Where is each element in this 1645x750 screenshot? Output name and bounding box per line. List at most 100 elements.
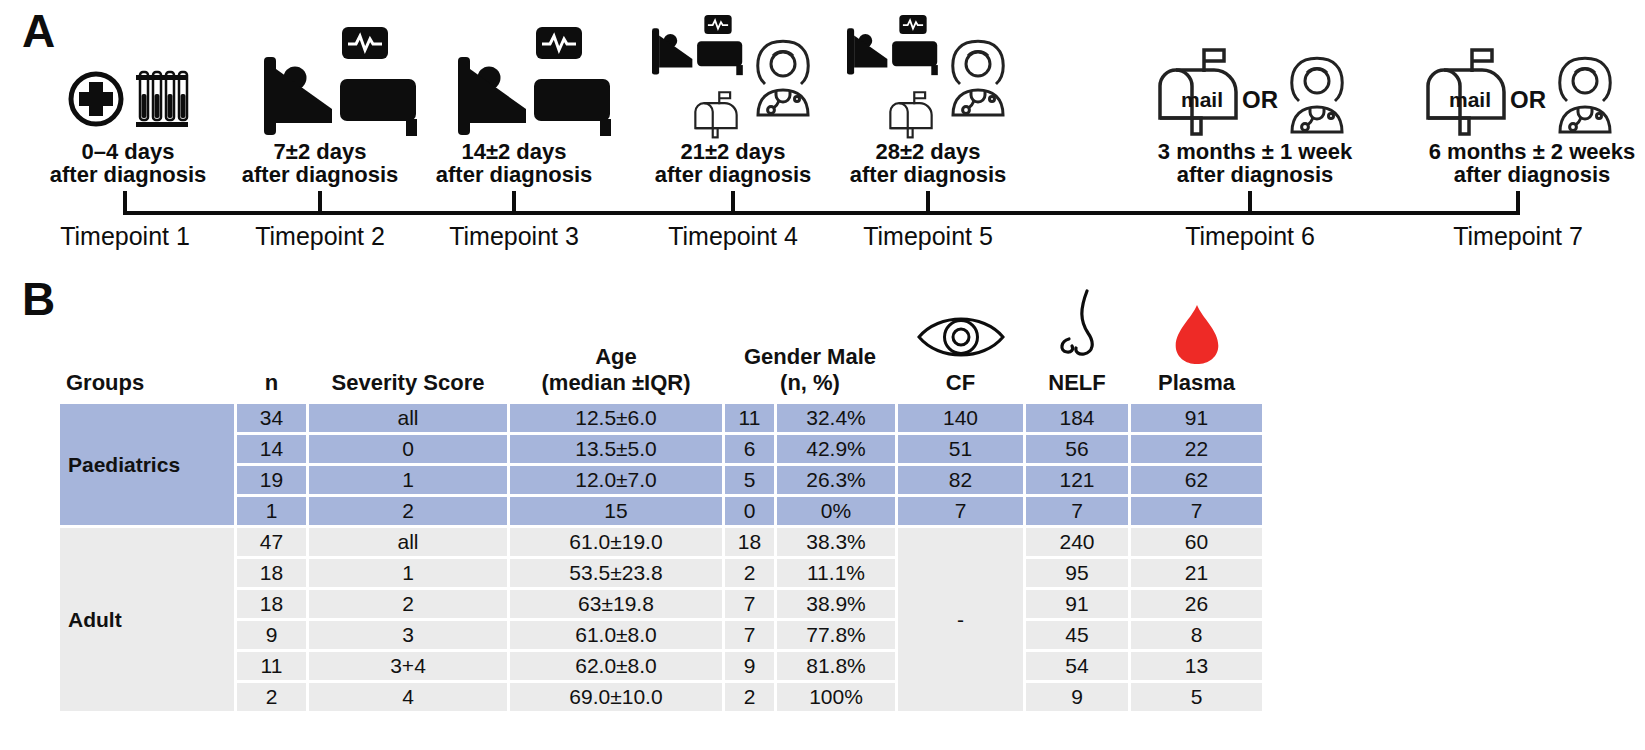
cell-severity: all bbox=[308, 527, 509, 558]
cell-male-pct: 81.8% bbox=[776, 651, 897, 682]
nose-icon bbox=[1026, 289, 1128, 365]
cell-male-pct: 11.1% bbox=[776, 558, 897, 589]
timepoint-5-label: Timepoint 5 bbox=[863, 222, 993, 251]
cell-male-n: 18 bbox=[724, 527, 776, 558]
cell-nelf: 56 bbox=[1025, 434, 1130, 465]
cell-male-n: 2 bbox=[724, 682, 776, 713]
timepoint-6-when: 3 months ± 1 weekafter diagnosis bbox=[1158, 140, 1352, 186]
cell-male-pct: 38.9% bbox=[776, 589, 897, 620]
patient-bed-icon bbox=[652, 28, 744, 80]
timeline-tick-4 bbox=[731, 191, 735, 215]
doctor-icon bbox=[752, 37, 814, 121]
cell-n: 9 bbox=[236, 620, 308, 651]
timepoint-7-label: Timepoint 7 bbox=[1453, 222, 1583, 251]
cell-plasma: 26 bbox=[1130, 589, 1264, 620]
cell-age: 12.5±6.0 bbox=[509, 403, 724, 434]
timepoint-2-when: 7±2 daysafter diagnosis bbox=[242, 140, 398, 186]
timeline-tick-3 bbox=[512, 191, 516, 215]
table-row: 2 4 69.0±10.0 2 100% 9 5 bbox=[59, 682, 1264, 713]
mail-label: mail bbox=[1181, 88, 1223, 112]
col-header-cf: CF bbox=[897, 265, 1025, 403]
table-row: 18 2 63±19.8 7 38.9% 91 26 bbox=[59, 589, 1264, 620]
timepoint-5-icons bbox=[847, 15, 1009, 135]
cell-plasma: 91 bbox=[1130, 403, 1264, 434]
medical-cross-icon bbox=[67, 70, 125, 132]
test-tubes-icon bbox=[135, 70, 189, 132]
cell-n: 47 bbox=[236, 527, 308, 558]
cell-nelf: 9 bbox=[1025, 682, 1130, 713]
cell-nelf: 7 bbox=[1025, 496, 1130, 527]
col-header-severity: Severity Score bbox=[308, 265, 509, 403]
cell-age: 61.0±19.0 bbox=[509, 527, 724, 558]
timepoint-2-icons bbox=[264, 27, 420, 137]
mailbox-icon bbox=[690, 89, 742, 143]
table-row: 18 1 53.5±23.8 2 11.1% 95 21 bbox=[59, 558, 1264, 589]
timeline bbox=[123, 211, 1520, 215]
timepoint-6-icons: mail OR bbox=[1152, 44, 1348, 138]
cell-male-pct: 32.4% bbox=[776, 403, 897, 434]
table-row: 9 3 61.0±8.0 7 77.8% 45 8 bbox=[59, 620, 1264, 651]
group-cell-adult: Adult bbox=[59, 527, 236, 713]
cell-male-pct: 100% bbox=[776, 682, 897, 713]
cell-cf: 82 bbox=[897, 465, 1025, 496]
cell-plasma: 21 bbox=[1130, 558, 1264, 589]
cell-plasma: 8 bbox=[1130, 620, 1264, 651]
cell-severity: 3 bbox=[308, 620, 509, 651]
cell-n: 1 bbox=[236, 496, 308, 527]
cell-age: 53.5±23.8 bbox=[509, 558, 724, 589]
cell-male-n: 9 bbox=[724, 651, 776, 682]
timepoint-3-label: Timepoint 3 bbox=[449, 222, 579, 251]
eye-icon bbox=[898, 309, 1023, 365]
doctor-icon bbox=[947, 37, 1009, 121]
cell-age: 13.5±5.0 bbox=[509, 434, 724, 465]
timeline-tick-7 bbox=[1516, 191, 1520, 215]
col-header-nelf: NELF bbox=[1025, 265, 1130, 403]
cell-n: 19 bbox=[236, 465, 308, 496]
cell-plasma: 62 bbox=[1130, 465, 1264, 496]
patient-bed-icon bbox=[458, 57, 613, 141]
cell-n: 18 bbox=[236, 589, 308, 620]
cell-male-n: 7 bbox=[724, 589, 776, 620]
table-row: 19 1 12.0±7.0 5 26.3% 82 121 62 bbox=[59, 465, 1264, 496]
cell-cf: 51 bbox=[897, 434, 1025, 465]
col-header-plasma: Plasma bbox=[1130, 265, 1264, 403]
cell-nelf: 45 bbox=[1025, 620, 1130, 651]
blood-drop-icon bbox=[1131, 303, 1262, 365]
cell-cf: 7 bbox=[897, 496, 1025, 527]
col-header-n: n bbox=[236, 265, 308, 403]
timepoint-7-when: 6 months ± 2 weeksafter diagnosis bbox=[1429, 140, 1636, 186]
cell-male-pct: 77.8% bbox=[776, 620, 897, 651]
patient-bed-icon bbox=[264, 57, 419, 141]
cell-male-pct: 38.3% bbox=[776, 527, 897, 558]
timeline-tick-6 bbox=[1248, 191, 1252, 215]
cell-age: 61.0±8.0 bbox=[509, 620, 724, 651]
cell-male-n: 7 bbox=[724, 620, 776, 651]
panel-a-label: A bbox=[22, 4, 55, 58]
col-header-age: Age(median ±IQR) bbox=[509, 265, 724, 403]
cell-severity: all bbox=[308, 403, 509, 434]
cell-plasma: 22 bbox=[1130, 434, 1264, 465]
timepoint-3-when: 14±2 daysafter diagnosis bbox=[436, 140, 592, 186]
cell-age: 69.0±10.0 bbox=[509, 682, 724, 713]
timeline-tick-2 bbox=[318, 191, 322, 215]
timeline-tick-5 bbox=[926, 191, 930, 215]
cell-n: 14 bbox=[236, 434, 308, 465]
cell-plasma: 60 bbox=[1130, 527, 1264, 558]
cell-n: 2 bbox=[236, 682, 308, 713]
cell-nelf: 91 bbox=[1025, 589, 1130, 620]
timepoint-2-label: Timepoint 2 bbox=[255, 222, 385, 251]
cell-cf-merged: - bbox=[897, 527, 1025, 713]
timepoint-4-label: Timepoint 4 bbox=[668, 222, 798, 251]
timepoint-4-when: 21±2 daysafter diagnosis bbox=[655, 140, 811, 186]
timepoint-4-icons bbox=[652, 15, 814, 135]
col-header-gender: Gender Male(n, %) bbox=[724, 265, 897, 403]
timepoint-5-when: 28±2 daysafter diagnosis bbox=[850, 140, 1006, 186]
cell-male-n: 2 bbox=[724, 558, 776, 589]
cell-age: 62.0±8.0 bbox=[509, 651, 724, 682]
doctor-icon bbox=[1554, 54, 1616, 138]
cell-severity: 3+4 bbox=[308, 651, 509, 682]
cell-age: 12.0±7.0 bbox=[509, 465, 724, 496]
figure: A bbox=[0, 0, 1645, 750]
timepoint-1-label: Timepoint 1 bbox=[60, 222, 190, 251]
table-row: 11 3+4 62.0±8.0 9 81.8% 54 13 bbox=[59, 651, 1264, 682]
